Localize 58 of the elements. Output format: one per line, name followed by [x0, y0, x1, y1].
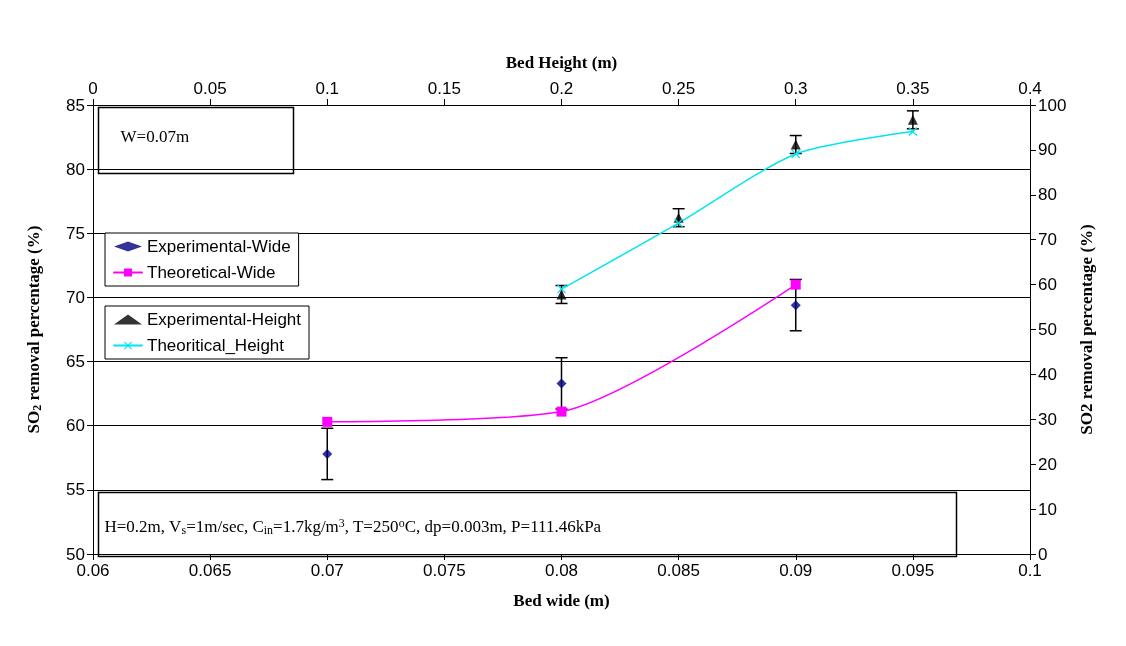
x-axis-title: Bed Height (m): [505, 53, 618, 72]
y-tick-label: 60: [66, 416, 85, 436]
x-tick-label: 0.2: [549, 79, 574, 98]
x-tick-label: 0.09: [779, 561, 813, 580]
x-tick-label: 0.1: [315, 79, 340, 98]
point: [790, 300, 801, 311]
point: [790, 279, 801, 290]
x-tick-label: 0.06: [76, 561, 110, 580]
y-tick-label: 0: [1038, 544, 1048, 564]
y-tick-label: 70: [66, 287, 85, 307]
x-axis-title: Bed wide (m): [513, 591, 610, 610]
y-tick-label: 70: [1038, 230, 1057, 250]
y-tick-label: 80: [66, 159, 85, 179]
y-tick-label: 40: [1038, 364, 1057, 384]
legend-label: Theoritical_Height: [147, 336, 285, 355]
y-tick-label: 55: [66, 480, 85, 500]
x-tick-label: 0.05: [193, 79, 227, 98]
y-tick-label: 75: [66, 223, 85, 243]
x-tick-label: 0.15: [427, 79, 461, 98]
y-tick-label: 10: [1038, 499, 1057, 519]
point: [907, 114, 918, 125]
y-tick-label: 90: [1038, 140, 1057, 160]
y-tick-label: 50: [1038, 320, 1057, 339]
point: [557, 284, 566, 294]
x-tick-label: 0.085: [657, 561, 700, 580]
x-tick-label: 0.3: [783, 79, 808, 98]
point: [556, 406, 567, 417]
legend-label: Theoretical-Wide: [147, 263, 276, 282]
y-tick-label: 85: [66, 95, 85, 115]
y-axis-title: SO2 removal percentage (%): [1077, 224, 1096, 435]
x-tick-label: 0.07: [310, 561, 344, 580]
annotation: W=0.07m: [120, 126, 190, 146]
x-tick-label: 0.4: [1018, 79, 1042, 98]
y-tick-label: 60: [1038, 275, 1057, 295]
x-tick-label: 0: [88, 79, 98, 98]
legend-label: Experimental-Height: [147, 310, 302, 329]
point: [791, 149, 801, 159]
y-tick-label: 100: [1038, 95, 1067, 115]
y-tick-label: 50: [66, 544, 85, 564]
y-tick-label: 30: [1038, 409, 1057, 429]
point: [556, 378, 567, 389]
legend-label: Experimental-Wide: [147, 237, 291, 256]
x-tick-label: 0.095: [891, 561, 935, 580]
y-tick-label: 80: [1038, 185, 1057, 205]
point: [908, 126, 918, 136]
y-tick-label: 65: [66, 352, 85, 372]
point: [790, 139, 801, 150]
point: [322, 448, 333, 459]
x-tick-label: 0.08: [544, 561, 579, 580]
x-tick-label: 0.25: [662, 79, 696, 98]
x-tick-label: 0.1: [1018, 561, 1042, 580]
x-tick-label: 0.065: [188, 561, 232, 580]
y-axis-title: SO2 removal percentage (%): [23, 225, 44, 434]
y-tick-label: 20: [1038, 454, 1057, 474]
point: [322, 416, 333, 427]
x-tick-label: 0.075: [423, 561, 466, 580]
point: [674, 218, 684, 228]
x-tick-label: 0.35: [896, 79, 930, 98]
